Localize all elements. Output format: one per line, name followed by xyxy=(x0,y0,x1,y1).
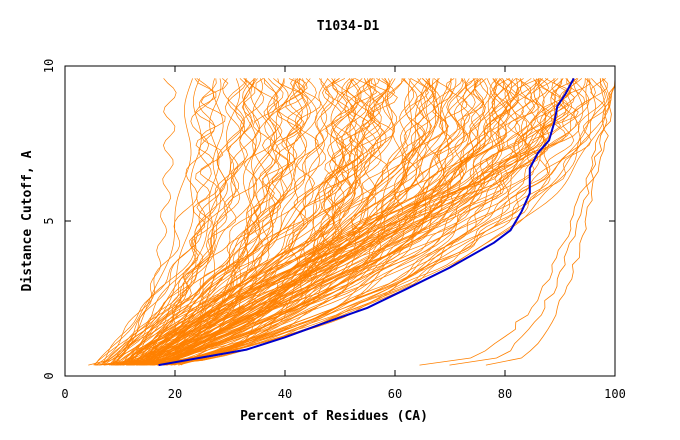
model-curves xyxy=(88,78,616,366)
model-curve xyxy=(165,78,467,366)
model-curve xyxy=(159,78,578,366)
model-curve xyxy=(95,78,214,366)
model-curve xyxy=(137,78,533,366)
y-axis-label: Distance Cutoff, A xyxy=(20,150,35,291)
model-curve xyxy=(151,78,575,366)
model-curve xyxy=(133,78,519,366)
model-curve xyxy=(94,78,247,366)
x-tick-label: 0 xyxy=(61,387,68,401)
model-curve xyxy=(119,78,431,366)
y-axis: 0 5 10 xyxy=(42,59,615,380)
model-curve xyxy=(168,78,540,366)
model-curve xyxy=(94,78,260,366)
model-curve xyxy=(108,78,246,366)
y-tick-label: 5 xyxy=(42,217,56,224)
model-curve xyxy=(162,78,496,366)
x-tick-label: 40 xyxy=(278,387,292,401)
model-curve xyxy=(150,78,596,366)
model-curve xyxy=(143,78,362,366)
model-curve xyxy=(145,78,255,366)
model-curve xyxy=(145,78,440,366)
model-curve xyxy=(151,78,441,366)
model-curve xyxy=(171,78,590,366)
model-curve xyxy=(141,78,467,366)
model-curve xyxy=(419,78,616,366)
model-curve xyxy=(88,78,177,366)
y-tick-label: 10 xyxy=(42,59,56,73)
y-tick-label: 0 xyxy=(42,372,56,379)
model-curve xyxy=(93,78,285,366)
model-curve xyxy=(102,78,317,366)
model-curve xyxy=(115,78,279,366)
model-curve xyxy=(125,78,265,366)
model-curve xyxy=(113,78,309,366)
model-curve xyxy=(154,78,586,366)
model-curve xyxy=(131,78,363,366)
model-curve xyxy=(172,78,571,366)
model-curve xyxy=(98,78,217,366)
model-curve xyxy=(127,78,396,366)
model-curve xyxy=(111,78,390,366)
model-curve xyxy=(143,78,541,366)
model-curve xyxy=(170,78,596,366)
model-curve xyxy=(128,78,396,366)
model-curve xyxy=(146,78,584,366)
model-curve xyxy=(134,78,303,366)
model-curve xyxy=(173,78,556,366)
model-curve xyxy=(156,78,592,366)
model-curve xyxy=(133,78,606,366)
model-curve xyxy=(120,78,430,366)
model-curve xyxy=(101,78,250,366)
model-curve xyxy=(165,78,540,366)
highlight-series-line xyxy=(158,77,575,367)
model-curve xyxy=(148,78,608,366)
model-curve xyxy=(101,78,339,366)
model-curve xyxy=(171,78,489,366)
model-curve xyxy=(142,78,519,366)
model-curve xyxy=(174,78,590,366)
model-curve xyxy=(153,78,412,366)
model-curve xyxy=(100,78,241,366)
chart-title: T1034-D1 xyxy=(317,19,380,34)
model-curve xyxy=(485,78,616,366)
x-tick-label: 20 xyxy=(168,387,182,401)
model-curve xyxy=(111,78,342,366)
model-curve xyxy=(122,78,329,366)
x-tick-label: 60 xyxy=(388,387,402,401)
model-curve xyxy=(143,78,485,366)
model-curve xyxy=(142,78,486,366)
model-curve xyxy=(103,78,202,366)
model-curve xyxy=(145,78,608,366)
model-curve xyxy=(180,78,606,366)
x-axis-label: Percent of Residues (CA) xyxy=(240,409,428,424)
x-axis: 0 20 40 60 80 100 xyxy=(61,66,626,401)
highlight-curve xyxy=(158,77,575,367)
model-curve xyxy=(167,78,564,366)
model-curve xyxy=(136,78,542,366)
model-curve xyxy=(103,78,376,366)
model-curve xyxy=(128,78,463,366)
model-curve xyxy=(122,78,549,366)
model-curve xyxy=(134,78,309,366)
x-tick-label: 100 xyxy=(604,387,626,401)
model-curve xyxy=(139,78,611,366)
x-tick-label: 80 xyxy=(498,387,512,401)
model-curve xyxy=(110,78,247,366)
model-curve xyxy=(137,78,572,366)
model-curve xyxy=(129,78,579,366)
model-curve xyxy=(150,78,454,366)
model-curve xyxy=(96,78,284,366)
model-curve xyxy=(158,78,384,366)
